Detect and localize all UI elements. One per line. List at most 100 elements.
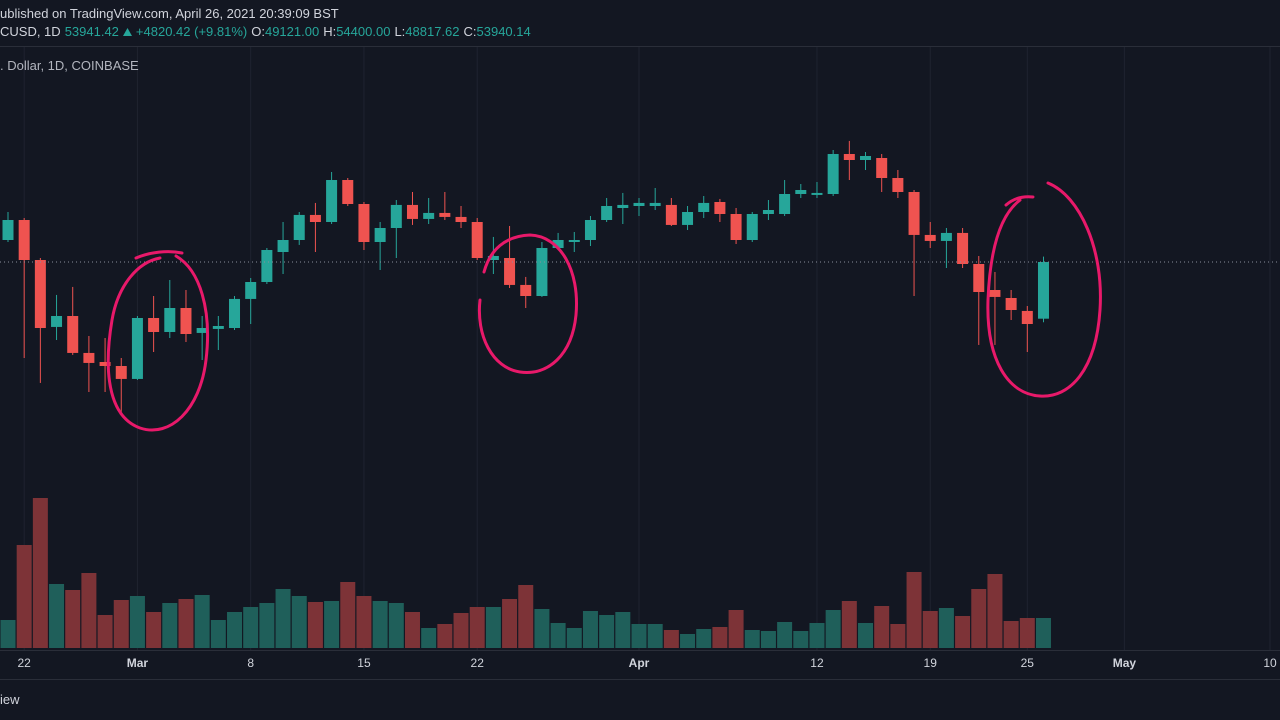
candle-body [746, 214, 758, 240]
volume-bar [16, 545, 32, 648]
pane-legend-text: . Dollar, 1D, COINBASE [0, 57, 139, 73]
volume-bar [890, 624, 906, 648]
candle-body [811, 192, 823, 195]
ohlc-label: L: [394, 23, 406, 39]
annotation-circle [986, 181, 1102, 398]
volume-bar [404, 612, 420, 648]
candle-body [196, 328, 208, 333]
volume-bar [275, 589, 291, 648]
candle-body [682, 212, 694, 225]
candle-body [67, 316, 79, 353]
x-tick-label: May [1113, 656, 1137, 670]
volume-bar [566, 628, 582, 648]
volume-bar [243, 607, 259, 648]
marks [0, 140, 1280, 648]
volume-bar [194, 595, 210, 648]
annotation-circle [106, 250, 210, 432]
volume-bar [922, 611, 938, 648]
volume-bar [129, 596, 145, 648]
candle-body [843, 154, 855, 160]
ohlc-value: 54400.00 [336, 23, 391, 39]
candle-body [924, 234, 936, 241]
ohlc-label: C: [463, 23, 477, 39]
candle-body [83, 352, 95, 363]
candle-body [487, 256, 499, 260]
ohlc-close: C: 53940.14 [464, 24, 531, 39]
volume-bar [615, 612, 631, 648]
volume-bar [777, 622, 793, 648]
candle-body [633, 202, 645, 206]
ohlc-high: H: 54400.00 [323, 24, 390, 39]
volume-bar [0, 620, 16, 648]
volume-bar [971, 589, 987, 648]
candle-body [568, 240, 580, 242]
candle-body [99, 362, 111, 366]
volume-bar [938, 608, 954, 648]
volume-bar [518, 585, 534, 648]
volume-bar [259, 603, 275, 648]
candle-body [439, 212, 451, 217]
candle-body [762, 210, 774, 214]
volume-bar [680, 634, 696, 648]
candle-body [229, 298, 241, 328]
candle-body [471, 222, 483, 258]
volume-bar [550, 623, 566, 648]
candle-body [665, 204, 677, 225]
volume-bar [437, 624, 453, 648]
ohlc-value: 48817.62 [405, 23, 460, 39]
candle-body [973, 264, 985, 292]
grid [23, 47, 1271, 650]
last-price: 53941.42 [64, 23, 119, 39]
volume-bar [97, 615, 113, 648]
volume-bar [453, 613, 469, 648]
candle-body [908, 192, 920, 235]
volume-bar [1019, 618, 1035, 648]
candle-body [617, 204, 629, 208]
volume-bar [858, 623, 874, 648]
candle-body [180, 308, 192, 334]
x-tick-label: 22 [471, 656, 485, 670]
ohlc-label: H: [323, 23, 337, 39]
ohlc-value: 49121.00 [264, 23, 320, 39]
volume-bar [372, 601, 388, 648]
volume-bar [809, 623, 825, 648]
candle-body [277, 240, 289, 252]
candle-body [520, 284, 532, 296]
candle-body [1021, 310, 1033, 324]
volume-bar [324, 601, 340, 648]
candle-body [730, 214, 742, 240]
volume-bar [760, 631, 776, 648]
candle-body [2, 220, 14, 240]
volume-bar [696, 629, 712, 648]
candle-body [1037, 261, 1049, 319]
x-tick-label: 19 [924, 656, 938, 670]
volume-bar [502, 599, 518, 648]
volume-bar [49, 584, 65, 648]
volume-bar [340, 582, 356, 648]
candle-body [148, 318, 160, 332]
ohlc-open: O: 49121.00 [251, 24, 319, 39]
footer-text: iew [0, 691, 20, 707]
volume-bar [1035, 618, 1051, 648]
candle-body [358, 204, 370, 242]
change: +4820.42 (+9.81%) [135, 23, 248, 39]
candle-body [342, 180, 354, 204]
x-tick-label: 8 [247, 656, 254, 670]
volume-bar [146, 612, 162, 648]
candle-body [455, 216, 467, 222]
candle-body [584, 220, 596, 240]
candle-body [698, 202, 710, 212]
x-tick-label: 10 [1263, 656, 1277, 670]
volume-bar [485, 607, 501, 648]
candle-body [876, 158, 888, 178]
ohlc-label: O: [251, 23, 265, 39]
volume-bar [793, 631, 809, 648]
pane-legend: . Dollar, 1D, COINBASE [0, 56, 139, 74]
candle-body [714, 202, 726, 214]
volume-bar [210, 620, 226, 648]
x-tick-label: 22 [17, 656, 31, 670]
symbol: CUSD, 1D [0, 23, 61, 39]
candle-body [860, 156, 872, 160]
